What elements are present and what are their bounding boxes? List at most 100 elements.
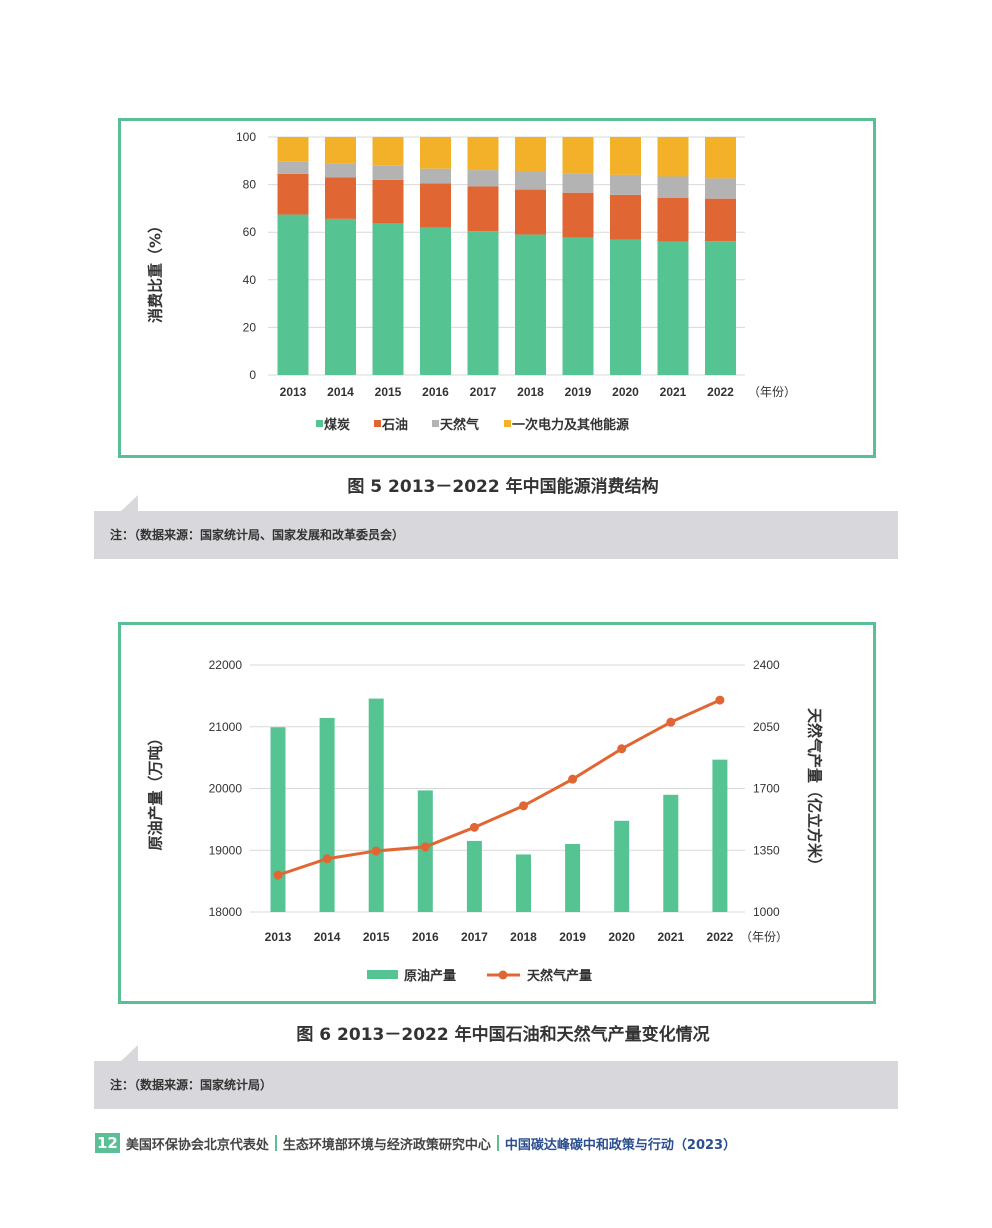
line-point [322,854,332,864]
bar-segment-石油 [515,189,546,235]
line-point [666,717,676,727]
figure5-note: 注：（数据来源：国家统计局、国家发展和改革委员会） [94,511,898,559]
footer: 12 美国环保协会北京代表处 生态环境部环境与经济政策研究中心 中国碳达峰碳中和… [95,1133,736,1153]
y-tick-label: 0 [249,368,256,382]
line-point [273,870,283,880]
bar-crude-oil [712,759,728,912]
bar-segment-天然气 [562,173,594,193]
x-tick-label: 2017 [470,385,497,399]
y-left-tick-label: 19000 [209,843,243,857]
x-tick-label: 2019 [559,930,586,944]
bar-segment-石油 [420,183,451,228]
line-point [715,695,725,705]
legend-label: 一次电力及其他能源 [512,417,629,432]
figure5-frame [118,118,876,458]
bar-crude-oil [270,727,286,912]
y-left-tick-label: 20000 [209,782,243,796]
legend-label: 原油产量 [404,968,456,983]
x-tick-label: 2015 [375,385,402,399]
page-number: 12 [95,1133,120,1153]
bar-segment-石油 [467,186,499,232]
bar-segment-煤炭 [657,241,689,375]
y-right-tick-label: 2400 [753,658,780,672]
line-natural-gas [277,698,721,877]
bar-segment-煤炭 [705,241,736,375]
bar-segment-天然气 [610,174,641,195]
bar-segment-煤炭 [562,237,594,375]
bar-segment-天然气 [277,161,309,174]
bar-crude-oil [663,794,679,912]
bar-segment-煤炭 [372,223,404,375]
bar-crude-oil [368,698,384,912]
y-tick-label: 40 [243,273,257,287]
bar-segment-天然气 [325,163,356,178]
x-tick-label: 2021 [657,930,684,944]
line-point [371,846,381,856]
bar-crude-oil [565,844,581,912]
bar-segment-一次电力及其他能源 [467,137,499,171]
y-right-tick-label: 2050 [753,720,780,734]
legend-swatch [504,420,511,427]
figure6-frame [118,622,876,1004]
bar-segment-一次电力及其他能源 [705,137,736,179]
figure6-note: 注：（数据来源：国家统计局） [94,1061,898,1109]
x-tick-label: 2022 [707,930,734,944]
footer-org2: 生态环境部环境与经济政策研究中心 [282,1137,491,1153]
x-tick-label: 2020 [608,930,635,944]
note-pointer [120,1045,138,1062]
x-tick-label: 2019 [565,385,592,399]
footer-title: 中国碳达峰碳中和政策与行动（2023） [504,1137,737,1153]
bar-segment-煤炭 [467,231,499,375]
bar-segment-石油 [277,173,309,215]
legend-swatch-bar [367,970,398,979]
legend-swatch-marker [498,970,508,980]
bar-segment-天然气 [420,168,451,184]
bar-segment-石油 [325,177,356,219]
bar-segment-天然气 [467,170,499,187]
bar-segment-一次电力及其他能源 [657,137,689,177]
y-right-tick-label: 1350 [753,843,780,857]
x-tick-label: 2017 [461,930,488,944]
legend-swatch [432,420,439,427]
figure6-ylabel-left: 原油产量（万吨） [146,730,165,851]
legend-label: 天然气产量 [527,968,592,983]
bar-crude-oil [614,820,630,912]
bar-segment-煤炭 [325,218,356,375]
bar-segment-一次电力及其他能源 [610,137,641,175]
legend-swatch [316,420,323,427]
bar-segment-天然气 [515,171,546,190]
x-tick-label: 2014 [327,385,354,399]
divider [496,1135,499,1151]
x-axis-label: （年份） [740,930,788,944]
figure5-caption: 图 5 2013－2022 年中国能源消费结构 [347,477,659,497]
bar-segment-煤炭 [420,227,451,375]
line-point [519,801,528,811]
y-tick-label: 60 [243,225,257,239]
bar-segment-煤炭 [515,234,546,375]
bar-segment-煤炭 [277,214,309,375]
figure6-chart: 18000 19000 20000 21000 22000 1000 1350 1700 205… [209,658,788,983]
x-tick-label: 2013 [265,930,292,944]
bar-segment-天然气 [657,176,689,198]
y-tick-label: 100 [236,130,256,144]
y-tick-label: 80 [243,178,257,192]
bar-crude-oil [466,840,482,912]
figure6-ylabel-right: 天然气产量（亿立方米） [805,707,824,873]
legend-swatch [374,420,381,427]
y-left-tick-label: 18000 [209,905,243,919]
bar-segment-石油 [657,197,689,242]
legend-label: 煤炭 [324,417,350,432]
x-axis-label: （年份） [748,385,796,399]
bar-segment-石油 [610,194,641,240]
figure6-caption: 图 6 2013－2022 年中国石油和天然气产量变化情况 [296,1025,710,1045]
bar-segment-石油 [372,179,404,224]
legend-label: 石油 [381,417,408,432]
x-tick-label: 2021 [660,385,687,399]
figure5-chart: 0 20 40 60 80 100 2013 2014 2015 2016 2017 2018 2019… [236,130,796,432]
x-tick-label: 2020 [612,385,639,399]
x-tick-label: 2014 [314,930,341,944]
bar-segment-一次电力及其他能源 [277,137,309,162]
x-tick-label: 2015 [363,930,390,944]
bar-segment-一次电力及其他能源 [562,137,594,174]
